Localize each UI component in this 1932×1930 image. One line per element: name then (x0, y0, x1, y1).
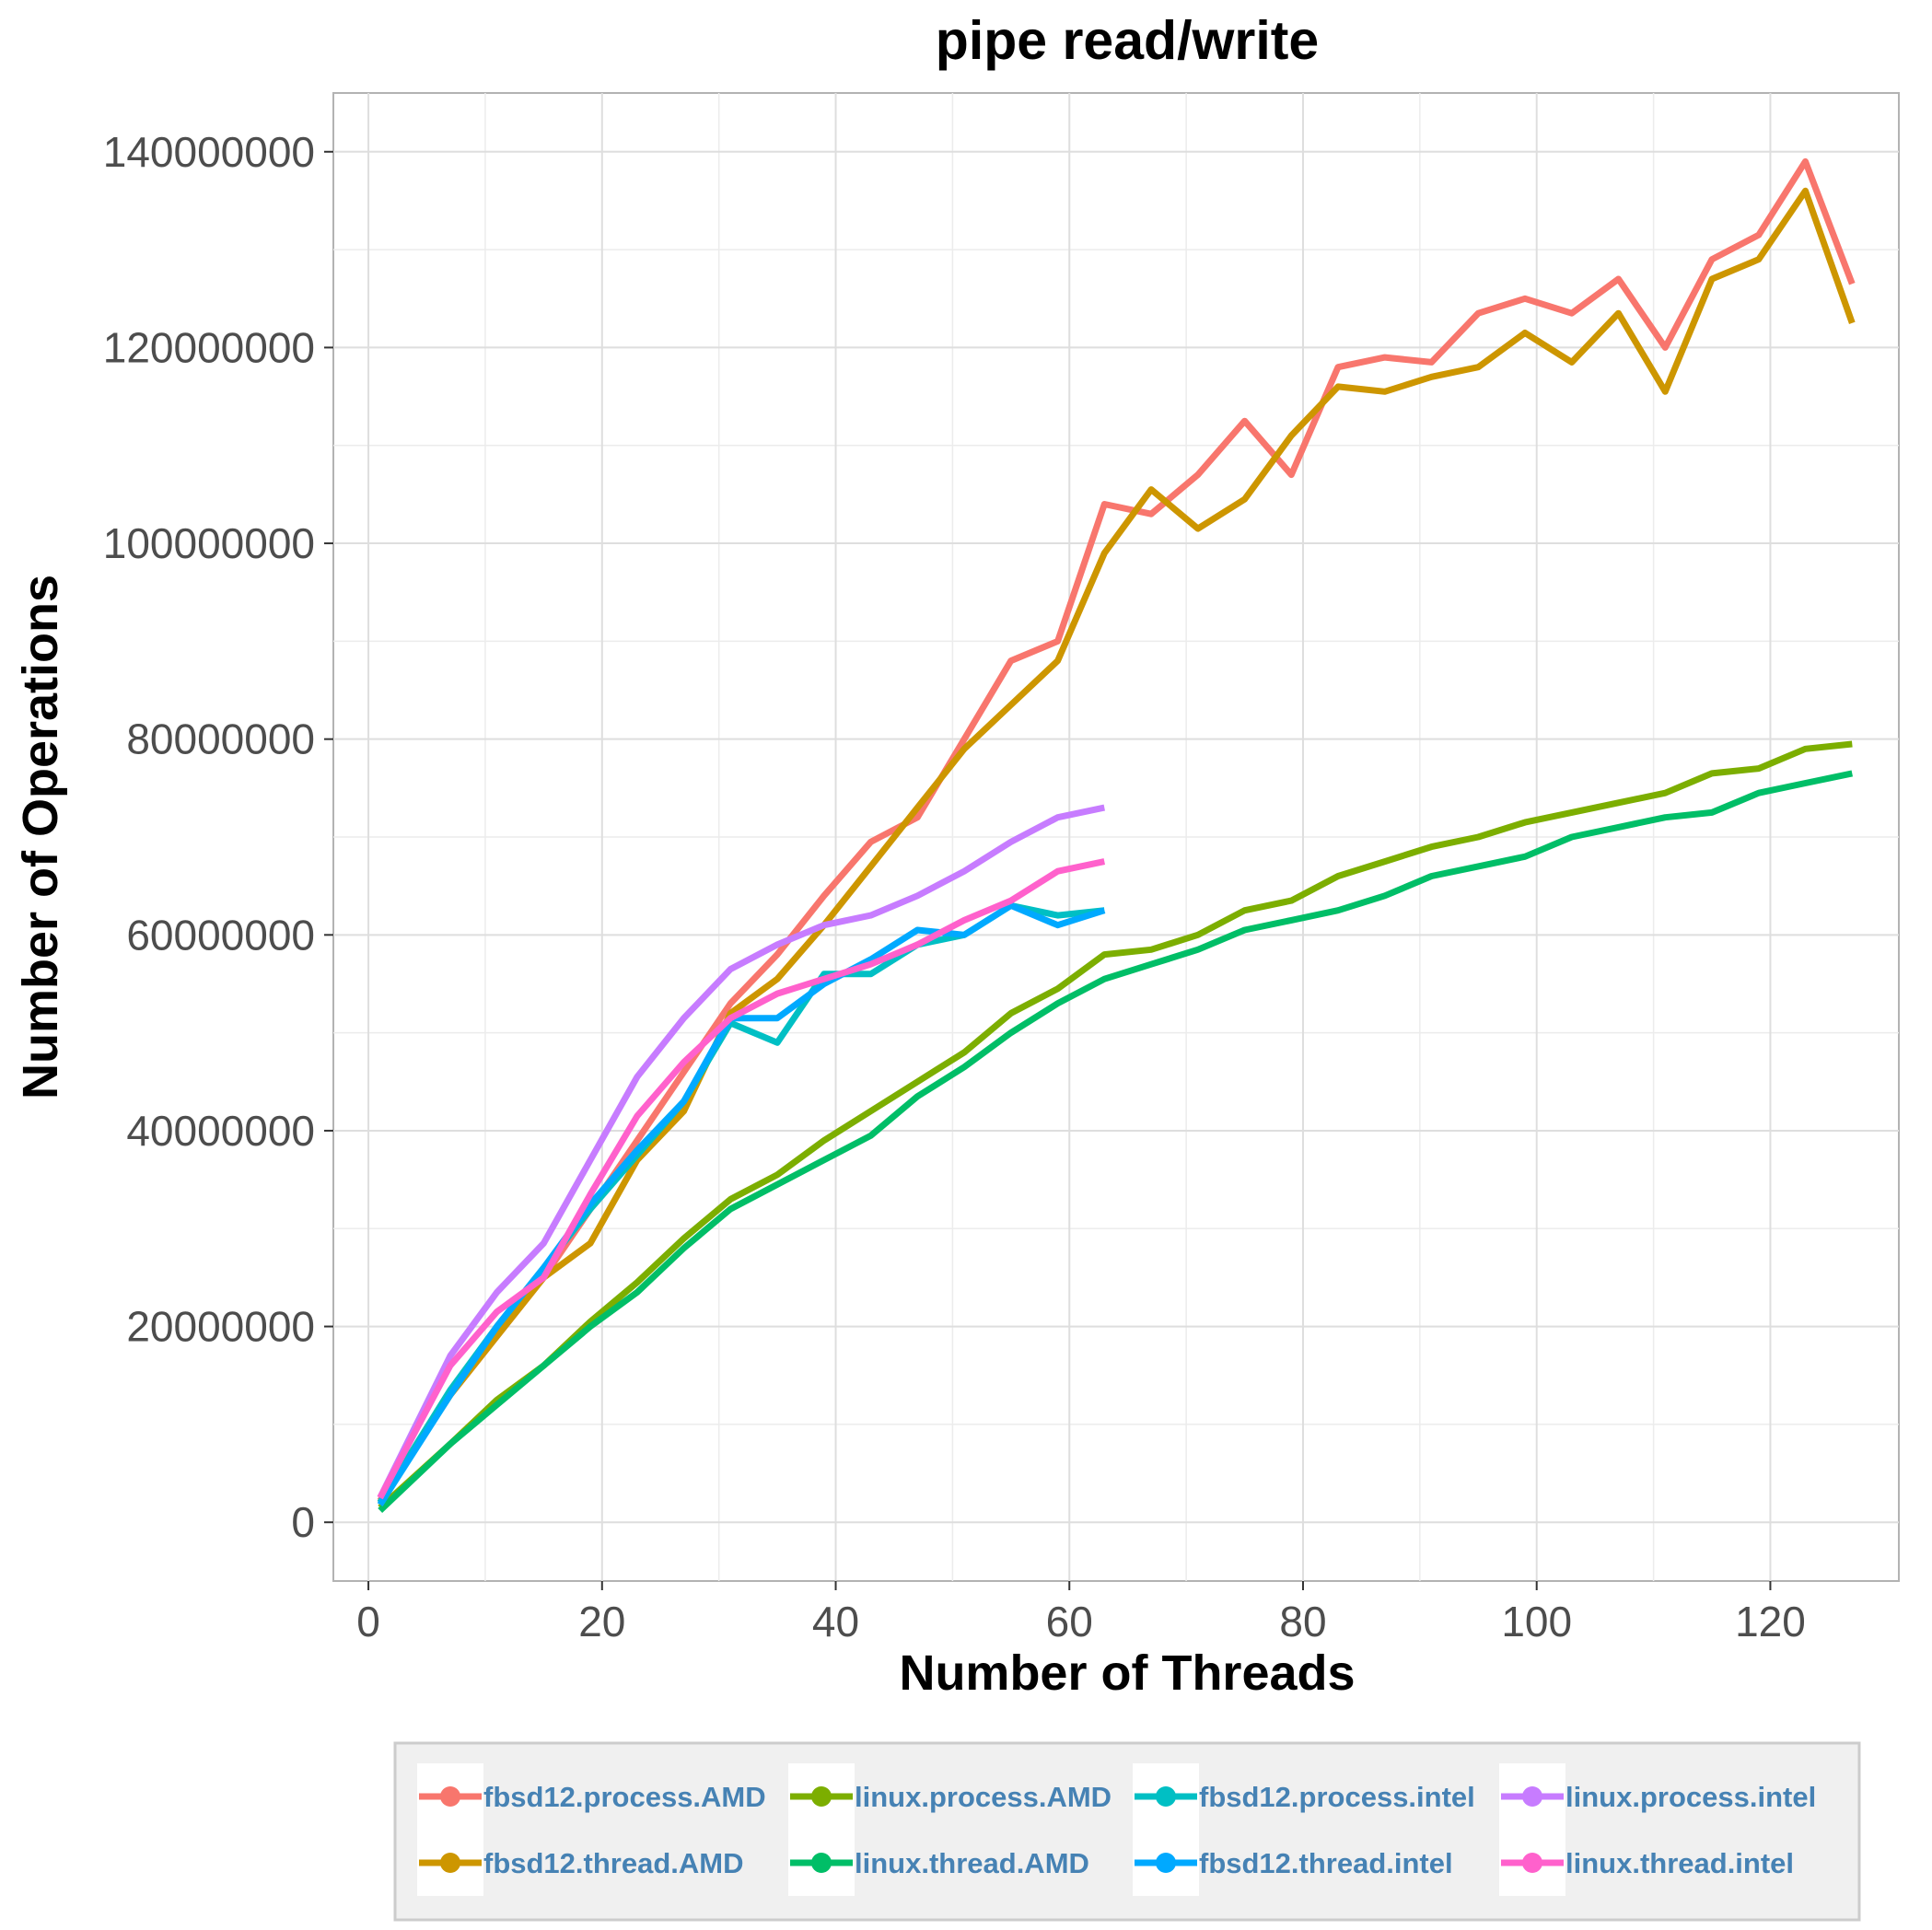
y-axis-title: Number of Operations (13, 575, 68, 1099)
x-axis-title: Number of Threads (899, 1645, 1355, 1701)
legend-key-point-linux-process-intel (1522, 1786, 1542, 1807)
series-line-linux-thread-intel (377, 858, 1106, 1500)
legend-label-fbsd12-process-intel: fbsd12.process.intel (1199, 1781, 1475, 1813)
y-tick-label: 100000000 (103, 519, 315, 567)
x-tick-label: 20 (578, 1598, 625, 1645)
y-tick-label: 0 (291, 1498, 315, 1546)
legend-key-point-fbsd12-thread-AMD (440, 1853, 460, 1873)
series-line-linux-process-intel (377, 804, 1106, 1500)
legend-label-linux-thread-AMD: linux.thread.AMD (855, 1847, 1089, 1879)
legend-box (393, 1741, 1861, 1922)
legend-label-fbsd12-thread-AMD: fbsd12.thread.AMD (483, 1847, 743, 1879)
y-tick-label: 80000000 (126, 715, 315, 763)
x-tick-label: 80 (1279, 1598, 1326, 1645)
legend-key-point-linux-process-AMD (811, 1786, 832, 1807)
legend-label-linux-process-AMD: linux.process.AMD (855, 1781, 1111, 1813)
chart-title: pipe read/write (936, 10, 1319, 71)
series-line-linux-thread-AMD (378, 770, 1854, 1514)
x-tick-label: 60 (1046, 1598, 1093, 1645)
legend-key-point-fbsd12-thread-intel (1156, 1853, 1176, 1873)
legend-key-point-fbsd12-process-AMD (440, 1786, 460, 1807)
series-lines (377, 157, 1856, 1514)
x-tick-label: 40 (812, 1598, 859, 1645)
axes: 0 20 40 60 80 100 120 0 20000000 40000000 60000000… (103, 128, 1806, 1645)
y-tick-label: 40000000 (126, 1107, 315, 1155)
legend: fbsd12.process.AMD fbsd12.thread.AMD linux… (393, 1741, 1861, 1922)
grid-lines (333, 93, 1899, 1581)
legend-key-point-fbsd12-process-intel (1156, 1786, 1176, 1807)
x-tick-label: 100 (1501, 1598, 1572, 1645)
series-line-fbsd12-thread-AMD (377, 187, 1856, 1505)
legend-key-point-linux-thread-AMD (811, 1853, 832, 1873)
series-line-linux-process-AMD (378, 740, 1853, 1510)
y-tick-label: 60000000 (126, 911, 315, 959)
legend-label-linux-thread-intel: linux.thread.intel (1565, 1847, 1794, 1879)
legend-label-fbsd12-thread-intel: fbsd12.thread.intel (1199, 1847, 1453, 1879)
y-tick-label: 140000000 (103, 128, 315, 176)
legend-key-point-linux-thread-intel (1522, 1853, 1542, 1873)
x-tick-label: 120 (1735, 1598, 1806, 1645)
y-tick-label: 120000000 (103, 323, 315, 371)
legend-label-fbsd12-process-AMD: fbsd12.process.AMD (483, 1781, 766, 1813)
series-line-fbsd12-process-AMD (377, 157, 1856, 1503)
y-tick-label: 20000000 (126, 1303, 315, 1351)
x-tick-label: 0 (356, 1598, 380, 1645)
legend-label-linux-process-intel: linux.process.intel (1565, 1781, 1816, 1813)
